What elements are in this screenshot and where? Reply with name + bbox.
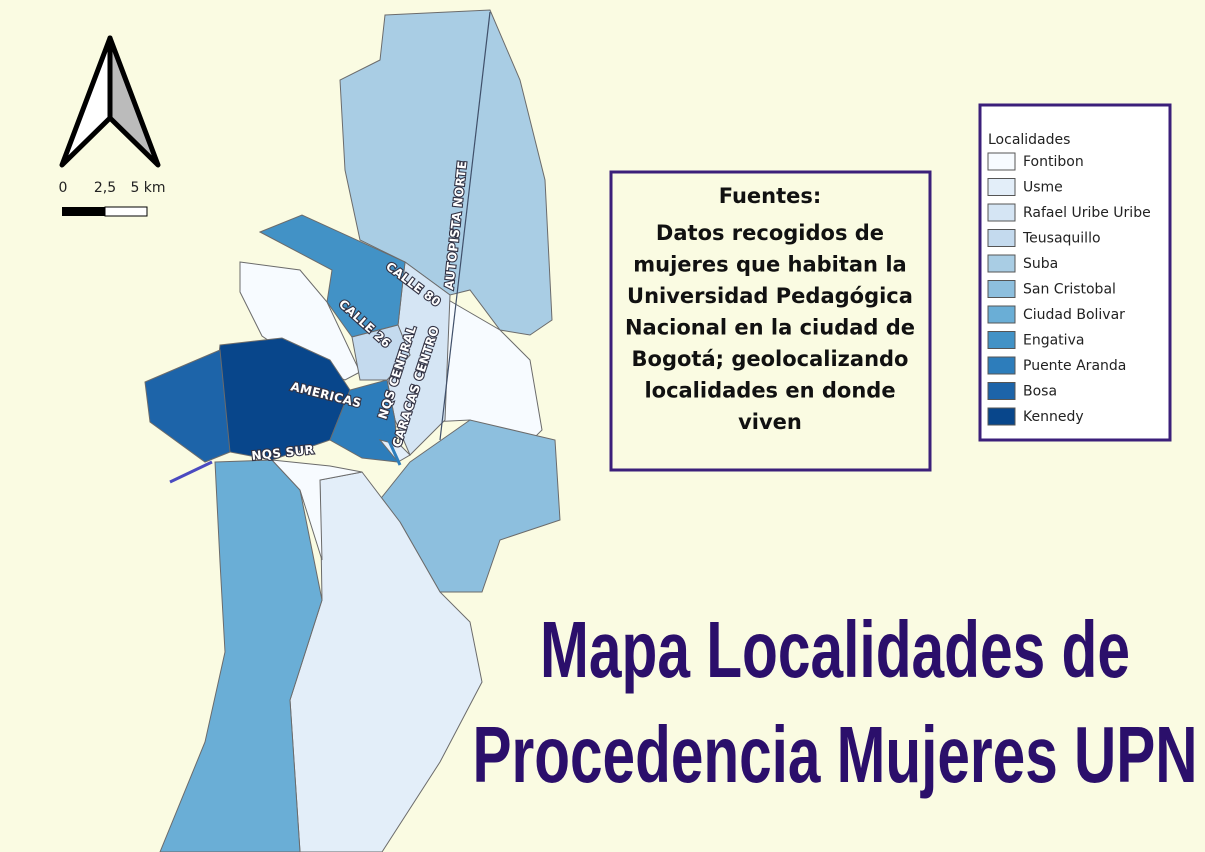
- sources-line: viven: [738, 410, 802, 434]
- sources-line: Universidad Pedagógica: [627, 284, 913, 308]
- locality: [339, 9, 553, 336]
- locality: [270, 459, 363, 561]
- legend-swatch: [987, 280, 1016, 298]
- legend-label: San Cristobal: [1023, 282, 1116, 298]
- legend-title: Localidades: [988, 132, 1070, 148]
- legend-swatch: [987, 356, 1016, 375]
- scale-label: 2,5: [94, 180, 116, 196]
- scale-label: 0: [59, 180, 68, 196]
- sources-line: Nacional en la ciudad de: [625, 316, 915, 340]
- legend-swatch: [987, 331, 1016, 349]
- map-title: Procedencia Mujeres UPN: [473, 710, 1198, 799]
- legend-swatch: [987, 178, 1016, 196]
- legend-label: Rafael Uribe Uribe: [1023, 205, 1151, 221]
- road-line: [439, 11, 491, 441]
- scale-label: 5 km: [130, 180, 165, 196]
- road-segment: [383, 431, 402, 466]
- legend-swatch: [987, 382, 1016, 400]
- sources-line: Datos recogidos de: [656, 221, 884, 245]
- sources-line: Bogotá; geolocalizando: [632, 347, 909, 371]
- legend-label: Bosa: [1023, 384, 1057, 400]
- legend-swatch: [987, 407, 1016, 426]
- legend-label: Teusaquillo: [1022, 231, 1101, 247]
- scale-bar: [62, 206, 148, 217]
- north-arrow: [59, 35, 161, 168]
- locality: [239, 261, 361, 381]
- legend-label: Usme: [1023, 180, 1063, 196]
- sources-heading: Fuentes:: [719, 184, 822, 208]
- legend-label: Puente Aranda: [1023, 358, 1126, 374]
- legend-label: Suba: [1023, 256, 1058, 272]
- legend-swatch: [987, 229, 1016, 247]
- legend-swatch: [987, 152, 1016, 171]
- sources-line: localidades en donde: [644, 379, 895, 403]
- legend-label: Fontibon: [1023, 154, 1084, 170]
- legend-swatch: [987, 305, 1016, 324]
- legend-swatch: [987, 254, 1016, 273]
- localities: [144, 9, 561, 852]
- locality: [351, 324, 411, 381]
- legend-label: Kennedy: [1023, 409, 1084, 425]
- sources-box: [609, 170, 932, 472]
- legend-swatch: [987, 203, 1016, 222]
- map-title: Mapa Localidades de: [540, 605, 1130, 694]
- legend-label: Engativa: [1023, 333, 1084, 349]
- locality: [144, 349, 231, 463]
- legend-label: Ciudad Bolivar: [1023, 307, 1125, 323]
- sources-line: mujeres que habitan la: [633, 253, 906, 277]
- road-segment: [169, 460, 213, 484]
